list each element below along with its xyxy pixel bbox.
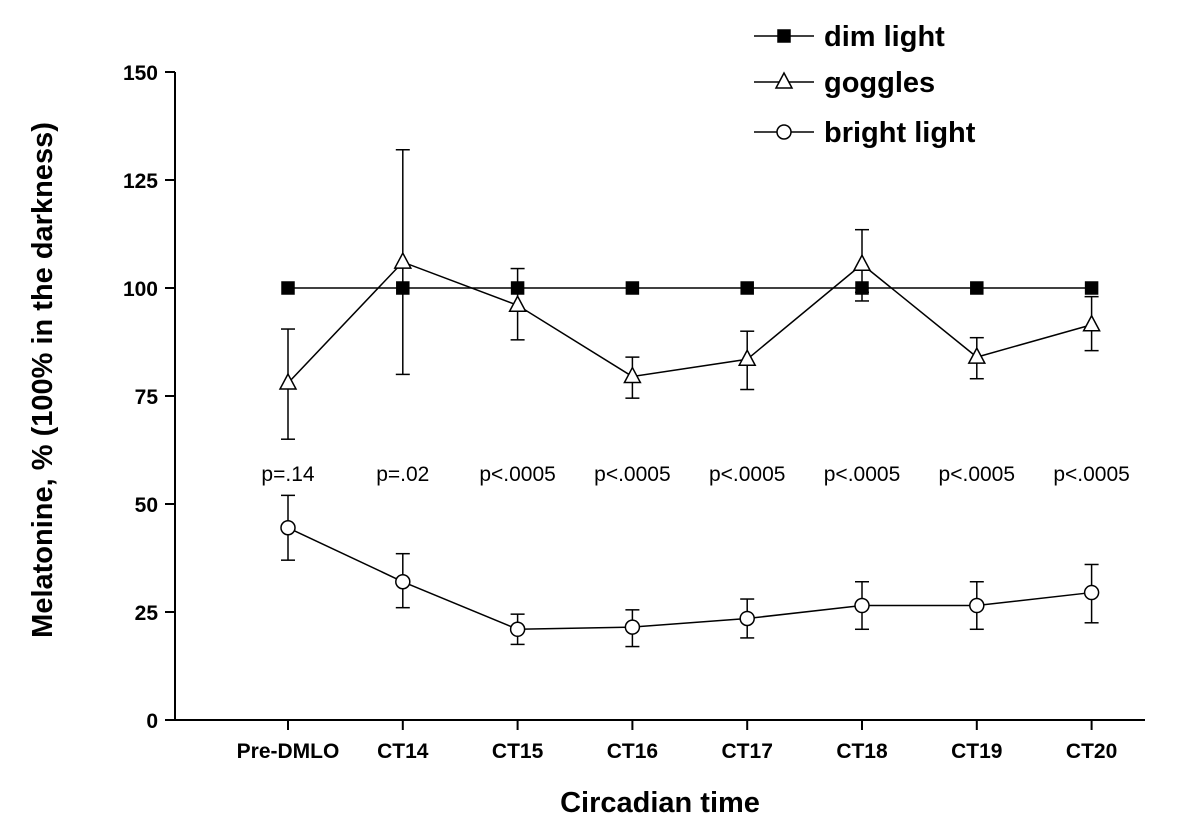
p-value-label: p<.0005 [1053, 463, 1130, 486]
series-line-bright-light [287, 527, 1092, 631]
data-point-bright-light [854, 597, 870, 614]
data-point-goggles [393, 251, 413, 269]
legend-label: dim light [824, 21, 945, 53]
series-dim-light [281, 281, 1099, 302]
data-point-bright-light [969, 597, 985, 614]
p-value-label: p<.0005 [824, 463, 901, 486]
data-point-goggles [278, 372, 298, 390]
data-point-dim-light [625, 281, 640, 295]
data-point-goggles [1082, 314, 1101, 332]
data-point-bright-light [624, 619, 641, 635]
p-value-label: p=.02 [376, 463, 429, 486]
x-axis-title: Circadian time [560, 787, 760, 819]
legend-marker-dim-light [777, 29, 791, 43]
p-value-label: p<.0005 [594, 463, 671, 486]
data-point-dim-light [281, 281, 295, 295]
data-point-bright-light [280, 520, 296, 536]
x-tick-label: CT20 [1066, 740, 1117, 763]
x-tick-label: CT16 [607, 740, 658, 763]
data-point-bright-light [739, 610, 755, 627]
legend-item-dim-light: dim light [754, 21, 945, 53]
x-axis-ticks: Pre-DMLO CT14 CT15 CT16 CT17 CT18 CT19 CT20 [237, 720, 1117, 763]
data-point-goggles [737, 348, 757, 367]
p-value-label: p<.0005 [709, 463, 786, 486]
legend-marker-goggles [774, 71, 794, 89]
x-tick-label: CT14 [377, 740, 429, 763]
y-axis-title: Melatonine, % (100% in the darkness) [27, 122, 59, 638]
data-point-goggles [623, 365, 642, 384]
legend-item-goggles: goggles [754, 67, 935, 99]
data-point-bright-light [509, 621, 526, 638]
x-tick-label: CT19 [951, 740, 1002, 763]
series-goggles [278, 149, 1101, 440]
data-point-goggles [852, 253, 872, 271]
p-value-annotations: p=.14 p=.02 p<.0005 p<.0005 p<.0005 p<.0005 p<… [261, 463, 1129, 486]
p-value-label: p=.14 [261, 463, 314, 486]
y-tick-label: 50 [135, 494, 158, 517]
y-tick-label: 125 [123, 170, 158, 193]
x-tick-label: CT15 [492, 740, 544, 763]
legend-marker-bright-light [776, 124, 792, 140]
p-value-label: p<.0005 [479, 463, 556, 486]
p-value-label: p<.0005 [939, 463, 1016, 486]
x-tick-label: Pre-DMLO [237, 740, 340, 763]
data-point-dim-light [740, 281, 754, 295]
data-point-bright-light [395, 574, 411, 590]
y-tick-label: 100 [123, 278, 158, 301]
legend-label: bright light [824, 117, 976, 149]
series-line-goggles [287, 261, 1092, 384]
data-point-dim-light [1084, 281, 1099, 295]
y-axis-ticks: 0 25 50 75 100 125 150 [123, 62, 175, 733]
x-tick-label: CT17 [722, 740, 773, 763]
series-bright-light [280, 494, 1100, 648]
y-tick-label: 0 [146, 710, 158, 733]
y-tick-label: 25 [135, 602, 159, 625]
data-point-bright-light [1083, 584, 1100, 601]
y-tick-label: 75 [135, 386, 159, 409]
series-layer [278, 149, 1101, 648]
x-tick-label: CT18 [836, 740, 888, 763]
axes [174, 72, 1145, 721]
data-point-dim-light [970, 281, 984, 295]
data-point-goggles [967, 346, 987, 364]
legend-label: goggles [824, 67, 935, 99]
legend: dim light goggles bright light [754, 21, 976, 149]
legend-item-bright-light: bright light [754, 117, 976, 149]
y-tick-label: 150 [123, 62, 158, 85]
data-point-goggles [508, 294, 527, 313]
